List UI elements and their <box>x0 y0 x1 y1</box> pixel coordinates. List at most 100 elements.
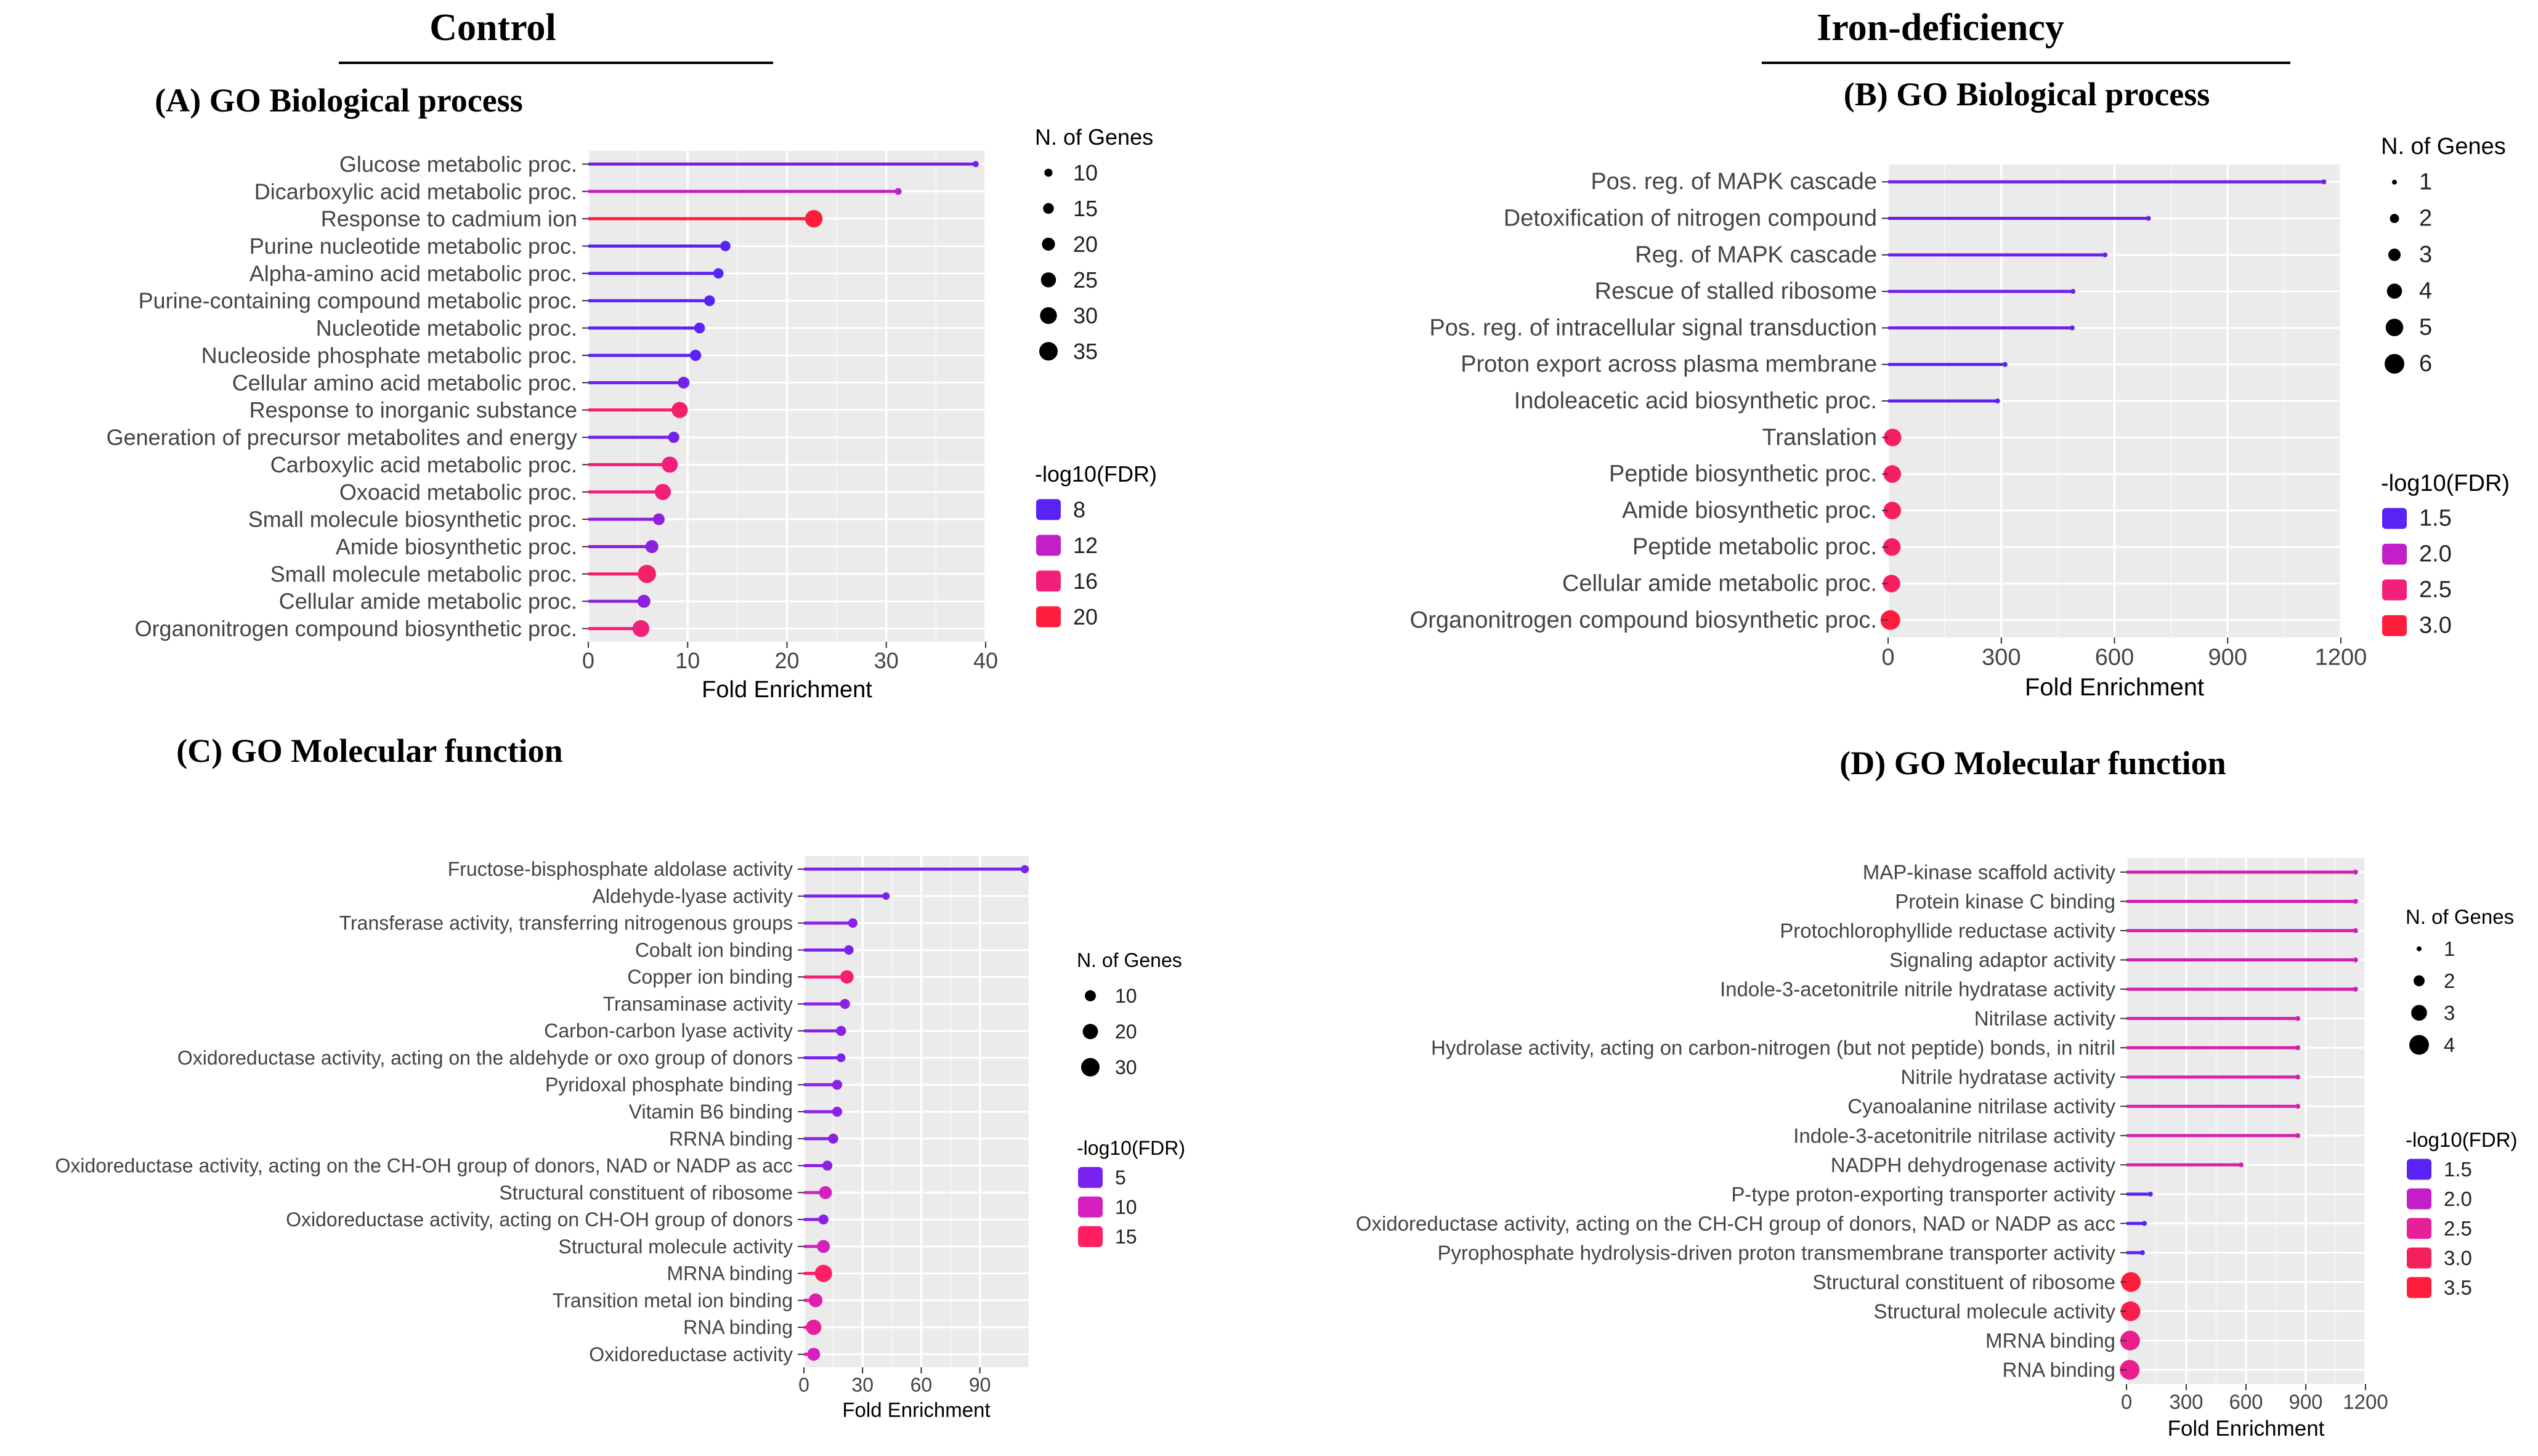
category-label: Transferase activity, transferring nitro… <box>339 912 793 934</box>
x-tick-label: 0 <box>2121 1390 2132 1413</box>
lollipop-point <box>2353 928 2358 934</box>
lollipop-point <box>632 620 650 637</box>
category-label: Fructose-bisphosphate aldolase activity <box>448 858 793 880</box>
category-label: Structural constituent of ribosome <box>499 1181 793 1203</box>
color-legend-label: 3.0 <box>2419 613 2452 639</box>
lollipop-point <box>2142 1221 2147 1226</box>
x-tick-label: 0 <box>582 648 594 673</box>
size-legend-dot <box>1040 307 1057 325</box>
size-legend-dot <box>2385 354 2404 374</box>
category-label: Reg. of MAPK cascade <box>1635 242 1877 268</box>
category-label: RNA binding <box>2003 1359 2115 1381</box>
category-label: Structural molecule activity <box>558 1236 793 1258</box>
category-label: Small molecule biosynthetic proc. <box>248 507 577 532</box>
size-legend-label: 4 <box>2419 278 2432 304</box>
color-legend-swatch <box>2407 1159 2431 1180</box>
lollipop-point <box>694 322 705 334</box>
size-legend-label: 3 <box>2419 242 2432 268</box>
color-legend-swatch <box>2407 1218 2431 1239</box>
x-tick-label: 0 <box>1881 644 1894 670</box>
category-label: MRNA binding <box>667 1263 793 1285</box>
lollipop-point <box>882 892 890 900</box>
lollipop-point <box>2295 1104 2301 1109</box>
chart-panel-c: Fructose-bisphosphate aldolase activity A… <box>55 856 1185 1422</box>
color-legend-label: 1.5 <box>2444 1158 2472 1181</box>
lollipop-point <box>2120 1330 2140 1351</box>
lollipop-point <box>832 1080 843 1090</box>
color-legend-label: 3.0 <box>2444 1247 2472 1269</box>
lollipop-point <box>638 565 656 583</box>
category-label: Structural molecule activity <box>1874 1300 2116 1322</box>
color-legend-swatch <box>2407 1277 2431 1298</box>
size-legend-title: N. of Genes <box>1077 949 1182 971</box>
category-label: Peptide biosynthetic proc. <box>1609 461 1877 487</box>
size-legend-label: 5 <box>2419 315 2432 341</box>
color-legend-swatch <box>2382 543 2407 565</box>
size-legend-dot <box>1040 272 1056 288</box>
lollipop-point <box>2295 1133 2301 1138</box>
category-label: NADPH dehydrogenase activity <box>1831 1154 2116 1176</box>
lollipop-point <box>832 1106 843 1117</box>
chart-panel-a: Glucose metabolic proc.Dicarboxylic acid… <box>107 124 1157 703</box>
lollipop-point <box>671 402 688 418</box>
size-legend-dot <box>2388 248 2401 261</box>
lollipop-point <box>2120 1301 2141 1321</box>
size-legend-title: N. of Genes <box>2381 134 2506 160</box>
category-label: Response to cadmium ion <box>321 206 577 232</box>
x-axis-title: Fold Enrichment <box>842 1399 990 1422</box>
lollipop-point <box>2295 1074 2301 1080</box>
color-legend-swatch <box>1036 499 1061 520</box>
x-tick-label: 600 <box>2095 644 2134 670</box>
size-legend-dot <box>1043 203 1054 214</box>
lollipop-point <box>690 349 702 362</box>
lollipop-point <box>806 1319 822 1335</box>
lollipop-point <box>819 1186 832 1199</box>
color-legend-title: -log10(FDR) <box>2381 471 2510 496</box>
x-tick-label: 20 <box>774 648 799 673</box>
category-label: Amide biosynthetic proc. <box>336 534 577 559</box>
lollipop-point <box>1883 501 1901 520</box>
lollipop-point <box>1883 465 1901 483</box>
category-label: Copper ion binding <box>627 966 793 988</box>
lollipop-point <box>668 431 679 443</box>
lollipop-point <box>2070 289 2076 294</box>
category-label: Rescue of stalled ribosome <box>1595 278 1877 304</box>
size-legend-label: 3 <box>2444 1001 2455 1024</box>
lollipop-point <box>652 513 665 525</box>
size-legend-dot <box>1044 168 1053 177</box>
color-legend-label: 2.5 <box>2419 577 2452 603</box>
size-legend-label: 10 <box>1115 985 1137 1007</box>
lollipop-point <box>637 594 651 608</box>
category-label: Alpha-amino acid metabolic proc. <box>249 261 577 286</box>
lollipop-point <box>2069 325 2075 331</box>
size-legend-dot <box>2390 214 2399 224</box>
color-legend-label: 2.5 <box>2444 1217 2472 1240</box>
lollipop-point <box>972 161 979 168</box>
size-legend-dot <box>1042 237 1055 251</box>
category-label: Transaminase activity <box>603 993 793 1015</box>
category-label: Oxidoreductase activity, acting on the C… <box>1356 1212 2115 1235</box>
color-legend-label: 5 <box>1115 1167 1126 1189</box>
x-tick-label: 1200 <box>2315 644 2367 670</box>
size-legend-label: 10 <box>1073 160 1098 185</box>
category-label: Detoxification of nitrogen compound <box>1504 206 1877 232</box>
color-legend-swatch <box>1078 1226 1103 1247</box>
category-label: Purine-containing compound metabolic pro… <box>139 288 577 313</box>
color-legend-label: 2.0 <box>2444 1187 2472 1210</box>
size-legend-label: 20 <box>1115 1021 1137 1043</box>
category-label: Purine nucleotide metabolic proc. <box>249 233 577 259</box>
color-legend-swatch <box>1078 1167 1103 1188</box>
color-legend-swatch <box>2407 1188 2431 1210</box>
category-label: Cobalt ion binding <box>635 939 793 961</box>
lollipop-point <box>848 918 858 928</box>
lollipop-point <box>837 1053 846 1062</box>
lollipop-point <box>805 209 823 228</box>
category-label: Amide biosynthetic proc. <box>1622 498 1877 524</box>
x-axis-title: Fold Enrichment <box>2168 1417 2325 1441</box>
x-tick-label: 600 <box>2229 1390 2263 1413</box>
lollipop-point <box>1884 429 1902 447</box>
lollipop-point <box>814 1264 832 1282</box>
lollipop-point <box>2353 869 2358 875</box>
category-label: MAP-kinase scaffold activity <box>1863 860 2116 883</box>
